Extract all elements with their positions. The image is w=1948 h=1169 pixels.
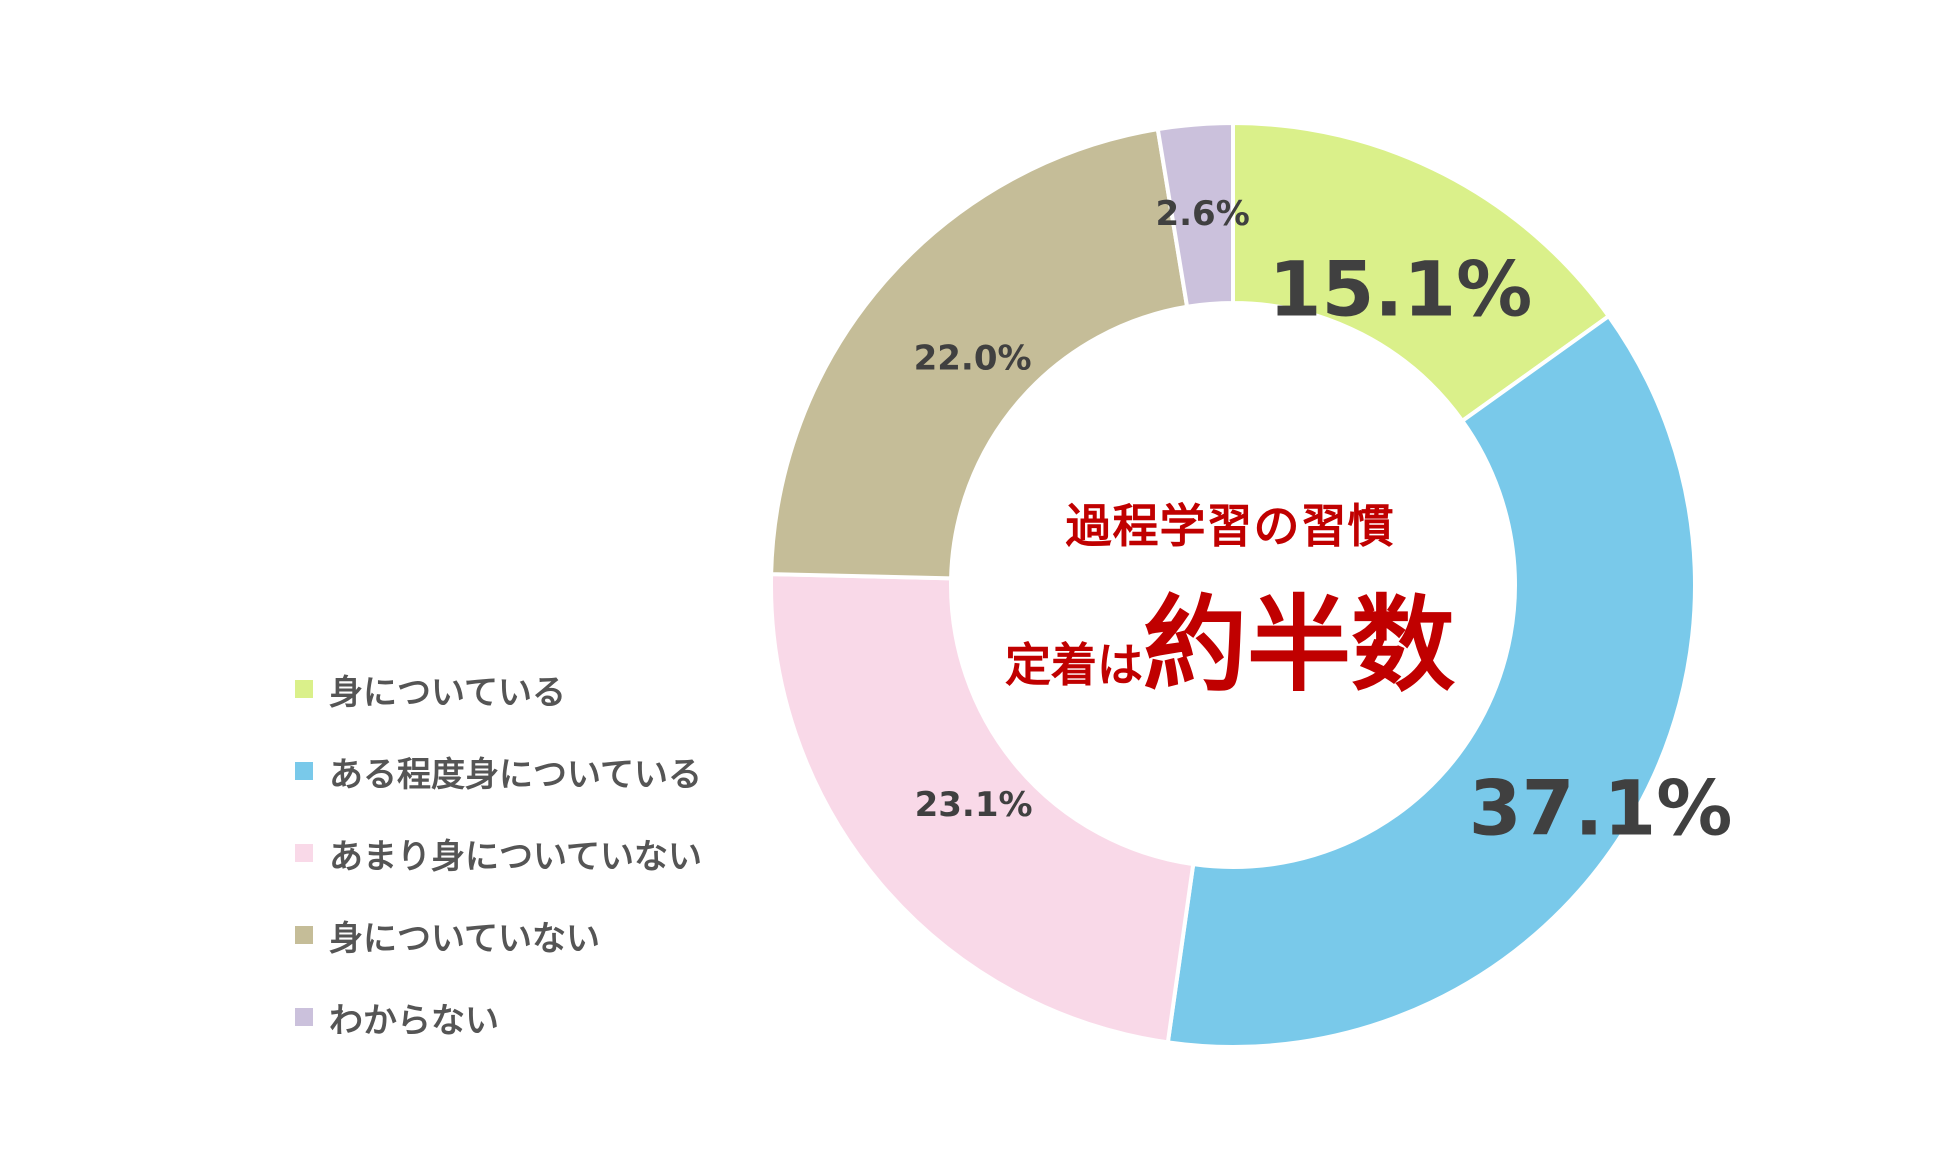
center-headline-prefix: 定着は <box>1004 638 1143 692</box>
donut-slice <box>1165 313 1697 1049</box>
chart-legend: 身についている ある程度身についている あまり身についていない 身についていない… <box>295 648 702 1058</box>
legend-label: わからない <box>329 1000 499 1041</box>
donut-slice <box>1155 120 1235 310</box>
legend-swatch <box>295 926 313 944</box>
legend-item: ある程度身についている <box>295 730 702 812</box>
center-title: 過程学習の習慣 <box>1065 499 1395 553</box>
legend-label: あまり身についていない <box>329 836 702 877</box>
donut-slice <box>769 572 1196 1045</box>
legend-label: ある程度身についている <box>329 754 702 795</box>
legend-swatch <box>295 844 313 862</box>
slice-value-label: 22.0% <box>914 339 1032 379</box>
legend-item: あまり身についていない <box>295 812 702 894</box>
legend-swatch <box>295 762 313 780</box>
legend-item: 身についていない <box>295 894 702 976</box>
slice-value-label: 37.1% <box>1469 764 1733 853</box>
legend-label: 身についていない <box>329 918 600 959</box>
center-headline-emphasis: 約半数 <box>1142 584 1455 706</box>
legend-item: 身についている <box>295 648 702 730</box>
center-headline: 定着は約半数 <box>950 560 1510 711</box>
legend-swatch <box>295 680 313 698</box>
slice-value-label: 2.6% <box>1155 194 1249 234</box>
legend-label: 身についている <box>329 672 566 713</box>
slice-value-label: 15.1% <box>1269 245 1533 334</box>
legend-item: わからない <box>295 976 702 1058</box>
donut-slice <box>1231 120 1612 424</box>
donut-slice <box>769 126 1190 581</box>
legend-swatch <box>295 1008 313 1026</box>
slice-value-label: 23.1% <box>915 785 1033 825</box>
